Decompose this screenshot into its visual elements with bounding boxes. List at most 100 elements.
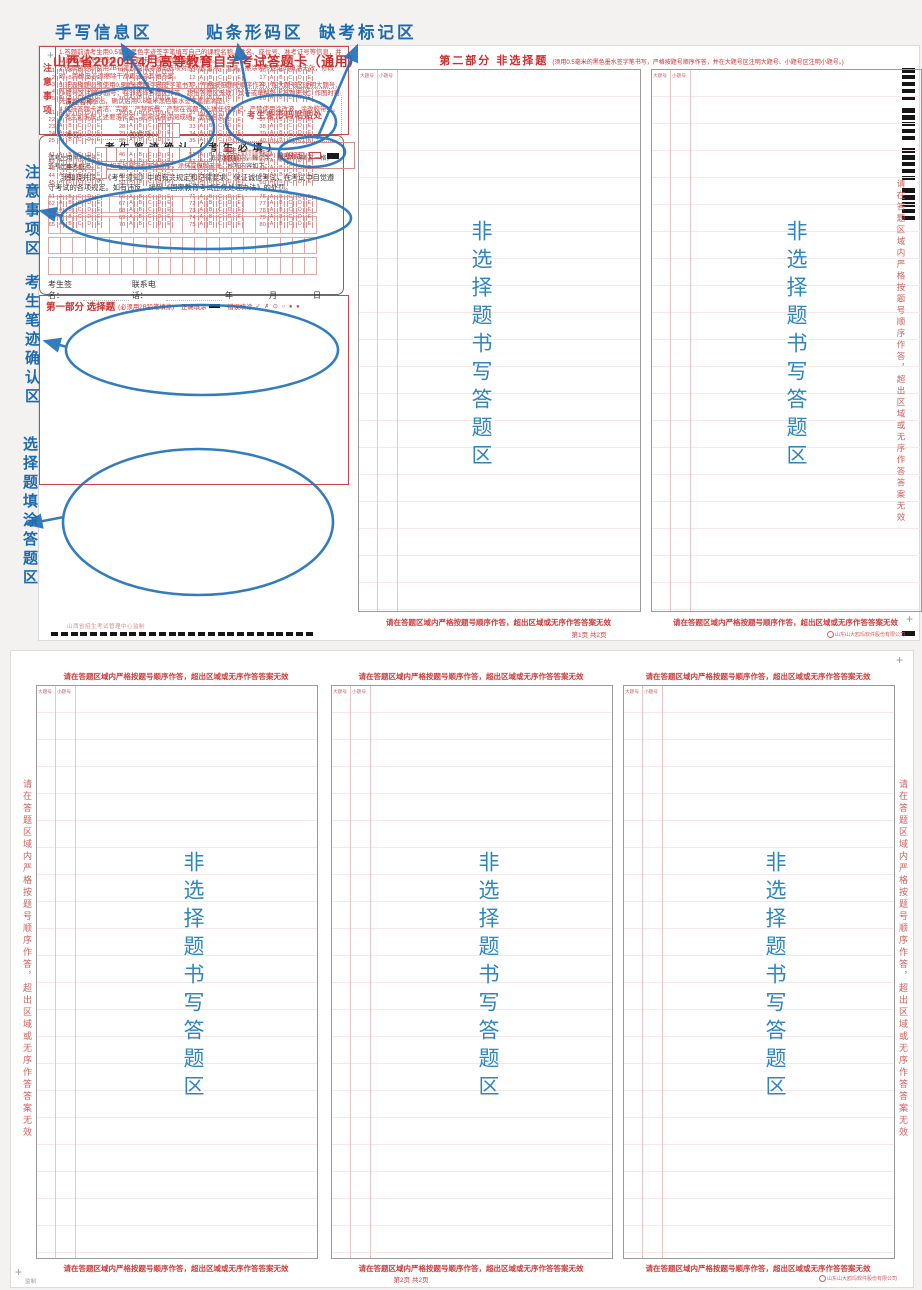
answer-bubble[interactable]: D [225,137,234,144]
answer-bubble[interactable]: C [145,200,154,207]
answer-bubble[interactable]: E [165,172,173,179]
answer-bubble[interactable]: D [296,158,304,165]
answer-bubble[interactable]: C [286,67,295,75]
answer-bubble[interactable]: C [145,137,154,144]
essay-answer-box-2[interactable]: 大题号 小题号 非选择题书写答题区 [651,69,922,612]
answer-bubble[interactable]: A [57,200,65,207]
answer-bubble[interactable]: E [235,172,243,179]
answer-bubble[interactable]: D [225,95,234,102]
answer-bubble[interactable]: E [94,88,103,95]
answer-bubble[interactable]: E [94,67,103,75]
answer-bubble[interactable]: C [216,116,224,124]
answer-bubble[interactable]: C [216,74,224,82]
answer-bubble[interactable]: B [206,158,215,165]
answer-bubble[interactable]: A [127,151,135,159]
answer-bubble[interactable]: A [197,67,205,75]
answer-bubble[interactable]: A [197,137,205,144]
answer-bubble[interactable]: A [127,74,135,82]
answer-bubble[interactable]: D [296,179,304,186]
answer-bubble[interactable]: D [85,179,93,186]
answer-bubble[interactable]: D [296,137,304,144]
answer-bubble[interactable]: A [197,81,205,88]
answer-bubble[interactable]: D [296,116,304,124]
answer-bubble[interactable]: D [155,95,164,102]
answer-bubble[interactable]: E [235,179,243,186]
answer-bubble[interactable]: D [225,207,234,214]
answer-bubble[interactable]: E [165,81,173,88]
answer-bubble[interactable]: E [94,116,103,124]
answer-bubble[interactable]: E [165,74,173,82]
answer-bubble[interactable]: A [267,172,276,179]
answer-bubble[interactable]: E [165,88,173,95]
answer-bubble[interactable]: B [66,88,74,95]
answer-bubble[interactable]: E [165,221,173,228]
answer-bubble[interactable]: C [286,151,295,159]
answer-bubble[interactable]: E [165,214,173,221]
answer-bubble[interactable]: C [145,221,154,228]
answer-bubble[interactable]: A [197,207,205,214]
answer-bubble[interactable]: E [235,109,243,117]
answer-bubble[interactable]: A [267,221,276,228]
answer-bubble[interactable]: E [235,207,243,214]
answer-bubble[interactable]: A [57,158,65,165]
answer-bubble[interactable]: B [136,165,144,172]
answer-bubble[interactable]: E [305,109,314,117]
answer-bubble[interactable]: C [145,109,154,117]
answer-bubble[interactable]: E [235,88,243,95]
answer-bubble[interactable]: D [85,88,93,95]
answer-bubble[interactable]: C [216,214,224,221]
signature-field[interactable] [82,292,129,301]
answer-bubble[interactable]: D [296,67,304,75]
answer-bubble[interactable]: A [57,193,65,201]
answer-bubble[interactable]: D [155,179,164,186]
answer-bubble[interactable]: C [216,179,224,186]
answer-bubble[interactable]: B [66,151,74,159]
answer-bubble[interactable]: C [145,214,154,221]
answer-bubble[interactable]: B [66,81,74,88]
answer-bubble[interactable]: B [206,67,215,75]
answer-bubble[interactable]: A [267,130,276,137]
answer-bubble[interactable]: A [127,193,135,201]
answer-bubble[interactable]: D [296,123,304,130]
answer-bubble[interactable]: C [75,123,84,130]
answer-bubble[interactable]: D [85,123,93,130]
answer-bubble[interactable]: A [267,193,276,201]
answer-bubble[interactable]: A [197,130,205,137]
answer-bubble[interactable]: B [206,123,215,130]
answer-bubble[interactable]: E [305,137,314,144]
answer-bubble[interactable]: E [94,193,103,201]
essay-answer-box-4[interactable]: 大题号 小题号 非选择题书写答题区 [331,685,613,1259]
answer-bubble[interactable]: B [136,67,144,75]
answer-bubble[interactable]: E [305,123,314,130]
answer-bubble[interactable]: D [225,130,234,137]
answer-bubble[interactable]: C [75,151,84,159]
answer-bubble[interactable]: D [155,137,164,144]
answer-bubble[interactable]: C [216,123,224,130]
answer-bubble[interactable]: B [206,81,215,88]
answer-bubble[interactable]: C [286,193,295,201]
answer-bubble[interactable]: D [225,116,234,124]
answer-bubble[interactable]: A [267,214,276,221]
answer-bubble[interactable]: E [305,158,314,165]
answer-bubble[interactable]: E [305,214,314,221]
answer-bubble[interactable]: E [94,81,103,88]
answer-bubble[interactable]: C [286,95,295,102]
answer-bubble[interactable]: E [305,88,314,95]
answer-bubble[interactable]: B [206,179,215,186]
answer-bubble[interactable]: C [75,172,84,179]
answer-bubble[interactable]: D [296,95,304,102]
answer-bubble[interactable]: C [286,88,295,95]
answer-bubble[interactable]: E [165,200,173,207]
answer-bubble[interactable]: B [136,88,144,95]
answer-bubble[interactable]: D [296,88,304,95]
answer-bubble[interactable]: A [127,200,135,207]
answer-bubble[interactable]: A [197,221,205,228]
answer-bubble[interactable]: E [165,67,173,75]
answer-bubble[interactable]: E [305,130,314,137]
answer-bubble[interactable]: A [127,172,135,179]
answer-bubble[interactable]: B [66,207,74,214]
answer-bubble[interactable]: D [85,130,93,137]
answer-bubble[interactable]: E [165,130,173,137]
answer-bubble[interactable]: E [165,207,173,214]
answer-bubble[interactable]: B [277,88,285,95]
